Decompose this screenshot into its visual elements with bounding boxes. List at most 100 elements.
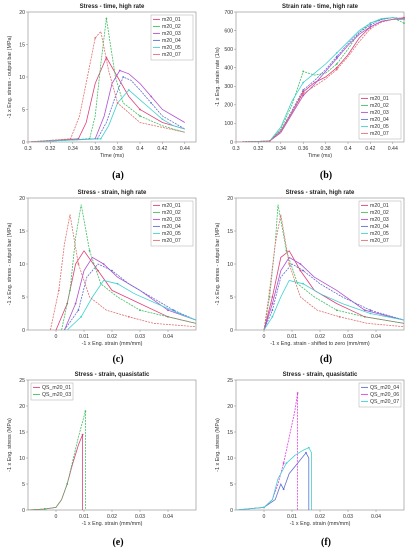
- legend-box: [358, 200, 402, 247]
- chart-panel-a: Stress - time, high rate 0.3 0.32 0.34 0.36 0…: [7, 4, 197, 181]
- chart-title: Stress - strain, high rate: [286, 190, 355, 196]
- series-line-m20_02: [61, 204, 196, 330]
- data-point: [81, 433, 84, 436]
- data-point: [271, 296, 274, 298]
- panel-caption: (d): [320, 354, 332, 365]
- legend-box: [150, 200, 194, 247]
- x-tick-label: 0.03: [135, 334, 145, 340]
- x-tick-label: 0.02: [107, 334, 117, 340]
- y-tick-label: 700: [224, 10, 233, 16]
- x-tick-label: 0.34: [68, 146, 78, 152]
- y-tick-label: 20: [227, 404, 233, 410]
- data-point: [74, 302, 77, 305]
- x-tick-label: 0.3: [232, 146, 239, 152]
- x-tick-label: 0.03: [343, 514, 353, 520]
- x-tick-label: 0.44: [388, 146, 398, 152]
- data-point: [268, 289, 271, 292]
- data-point: [84, 410, 87, 413]
- legend-entry: m20_05: [162, 231, 181, 237]
- data-point: [122, 76, 125, 78]
- data-point: [105, 17, 108, 20]
- data-point: [335, 57, 338, 60]
- legend-entry: m20_02: [162, 24, 181, 30]
- legend-box: [30, 382, 74, 401]
- x-tick-label: 0.42: [365, 146, 375, 152]
- data-point: [118, 69, 121, 72]
- data-point: [263, 506, 265, 509]
- legend-entry: m20_07: [370, 131, 389, 137]
- chart-panel-f: Stress - strain, quasistatic 0 0.01 0.02 0.0…: [215, 372, 405, 548]
- x-tick-label: 0.01: [287, 514, 297, 520]
- panel-caption: (c): [112, 354, 123, 365]
- x-tick-label: 0.03: [343, 334, 353, 340]
- x-tick-label: 0.4: [136, 146, 143, 152]
- y-axis-label: -1 x Eng. stress - output bar (MPa): [7, 222, 13, 305]
- y-tick-label: 15: [19, 42, 25, 48]
- x-tick-label: 0.42: [157, 146, 167, 152]
- y-axis-label: -1 x Eng. stress (MPa): [215, 418, 221, 472]
- data-point: [127, 89, 130, 91]
- series-line-m20_05: [236, 17, 404, 142]
- data-point: [335, 63, 338, 65]
- data-point: [335, 309, 338, 312]
- legend-box: [150, 14, 194, 61]
- series-line-QS_m20_06: [236, 392, 299, 510]
- chart-panel-c: Stress - strain, high rate 0 0.01 0.02 0.03 0…: [7, 190, 197, 365]
- data-point: [167, 309, 169, 312]
- y-tick-label: 20: [19, 404, 25, 410]
- x-tick-label: 0: [55, 514, 58, 520]
- y-tick-label: 0: [230, 508, 233, 514]
- x-tick-label: 0.36: [298, 146, 308, 152]
- x-axis-label: Time (ms): [100, 153, 124, 159]
- x-axis-label: -1 x Eng. strain (mm/mm): [290, 521, 351, 527]
- data-point: [369, 24, 372, 26]
- data-point: [369, 25, 372, 28]
- legend-entry: m20_07: [370, 238, 389, 244]
- legend-entry: m20_01: [162, 203, 181, 209]
- series-line-m20_01: [263, 250, 404, 330]
- y-tick-label: 15: [227, 430, 233, 436]
- y-tick-label: 0: [22, 328, 25, 334]
- y-tick-label: 10: [19, 262, 25, 268]
- x-tick-label: 0.32: [253, 146, 263, 152]
- data-point: [403, 17, 405, 20]
- legend-entry: m20_01: [370, 96, 389, 102]
- data-point: [338, 315, 341, 318]
- series-line-m20_04: [28, 76, 186, 142]
- y-tick-label: 5: [22, 107, 25, 113]
- data-point: [335, 51, 338, 54]
- data-point: [369, 312, 372, 315]
- legend-entry: m20_03: [162, 31, 181, 37]
- y-tick-label: 25: [227, 378, 233, 384]
- data-point: [285, 462, 288, 465]
- chart-title: Stress - strain, quasistatic: [283, 372, 358, 378]
- data-point: [77, 309, 80, 312]
- y-axis-label: -1 x Eng. stress - output bar (MPa): [215, 222, 221, 305]
- data-point: [307, 446, 310, 449]
- data-point: [94, 37, 97, 39]
- series-line-m20_03: [28, 70, 186, 142]
- x-tick-label: 0.01: [79, 334, 89, 340]
- legend-entry: m20_03: [370, 110, 389, 116]
- chart-panel-e: Stress - strain, quasistatic 0 0.01 0.02 0.0…: [7, 372, 197, 548]
- data-point: [335, 55, 338, 58]
- x-tick-label: 0.04: [371, 514, 381, 520]
- data-point: [127, 315, 130, 318]
- legend-entry: QS_m20_03: [42, 392, 71, 398]
- data-point: [116, 282, 119, 285]
- x-tick-label: 0.02: [107, 514, 117, 520]
- y-axis-label: -1 x Eng. strain rate (1/s): [215, 47, 221, 107]
- plot-frame: [235, 11, 405, 143]
- data-point: [302, 282, 305, 285]
- data-point: [282, 488, 285, 491]
- y-tick-label: 15: [19, 430, 25, 436]
- chart-panel-d: Stress - strain, high rate 0 0.01 0.02 0.03 0…: [215, 190, 405, 365]
- series-line-m20_04: [64, 263, 196, 330]
- x-tick-label: 0: [263, 514, 266, 520]
- data-point: [305, 451, 307, 454]
- legend-entry: m20_03: [162, 217, 181, 223]
